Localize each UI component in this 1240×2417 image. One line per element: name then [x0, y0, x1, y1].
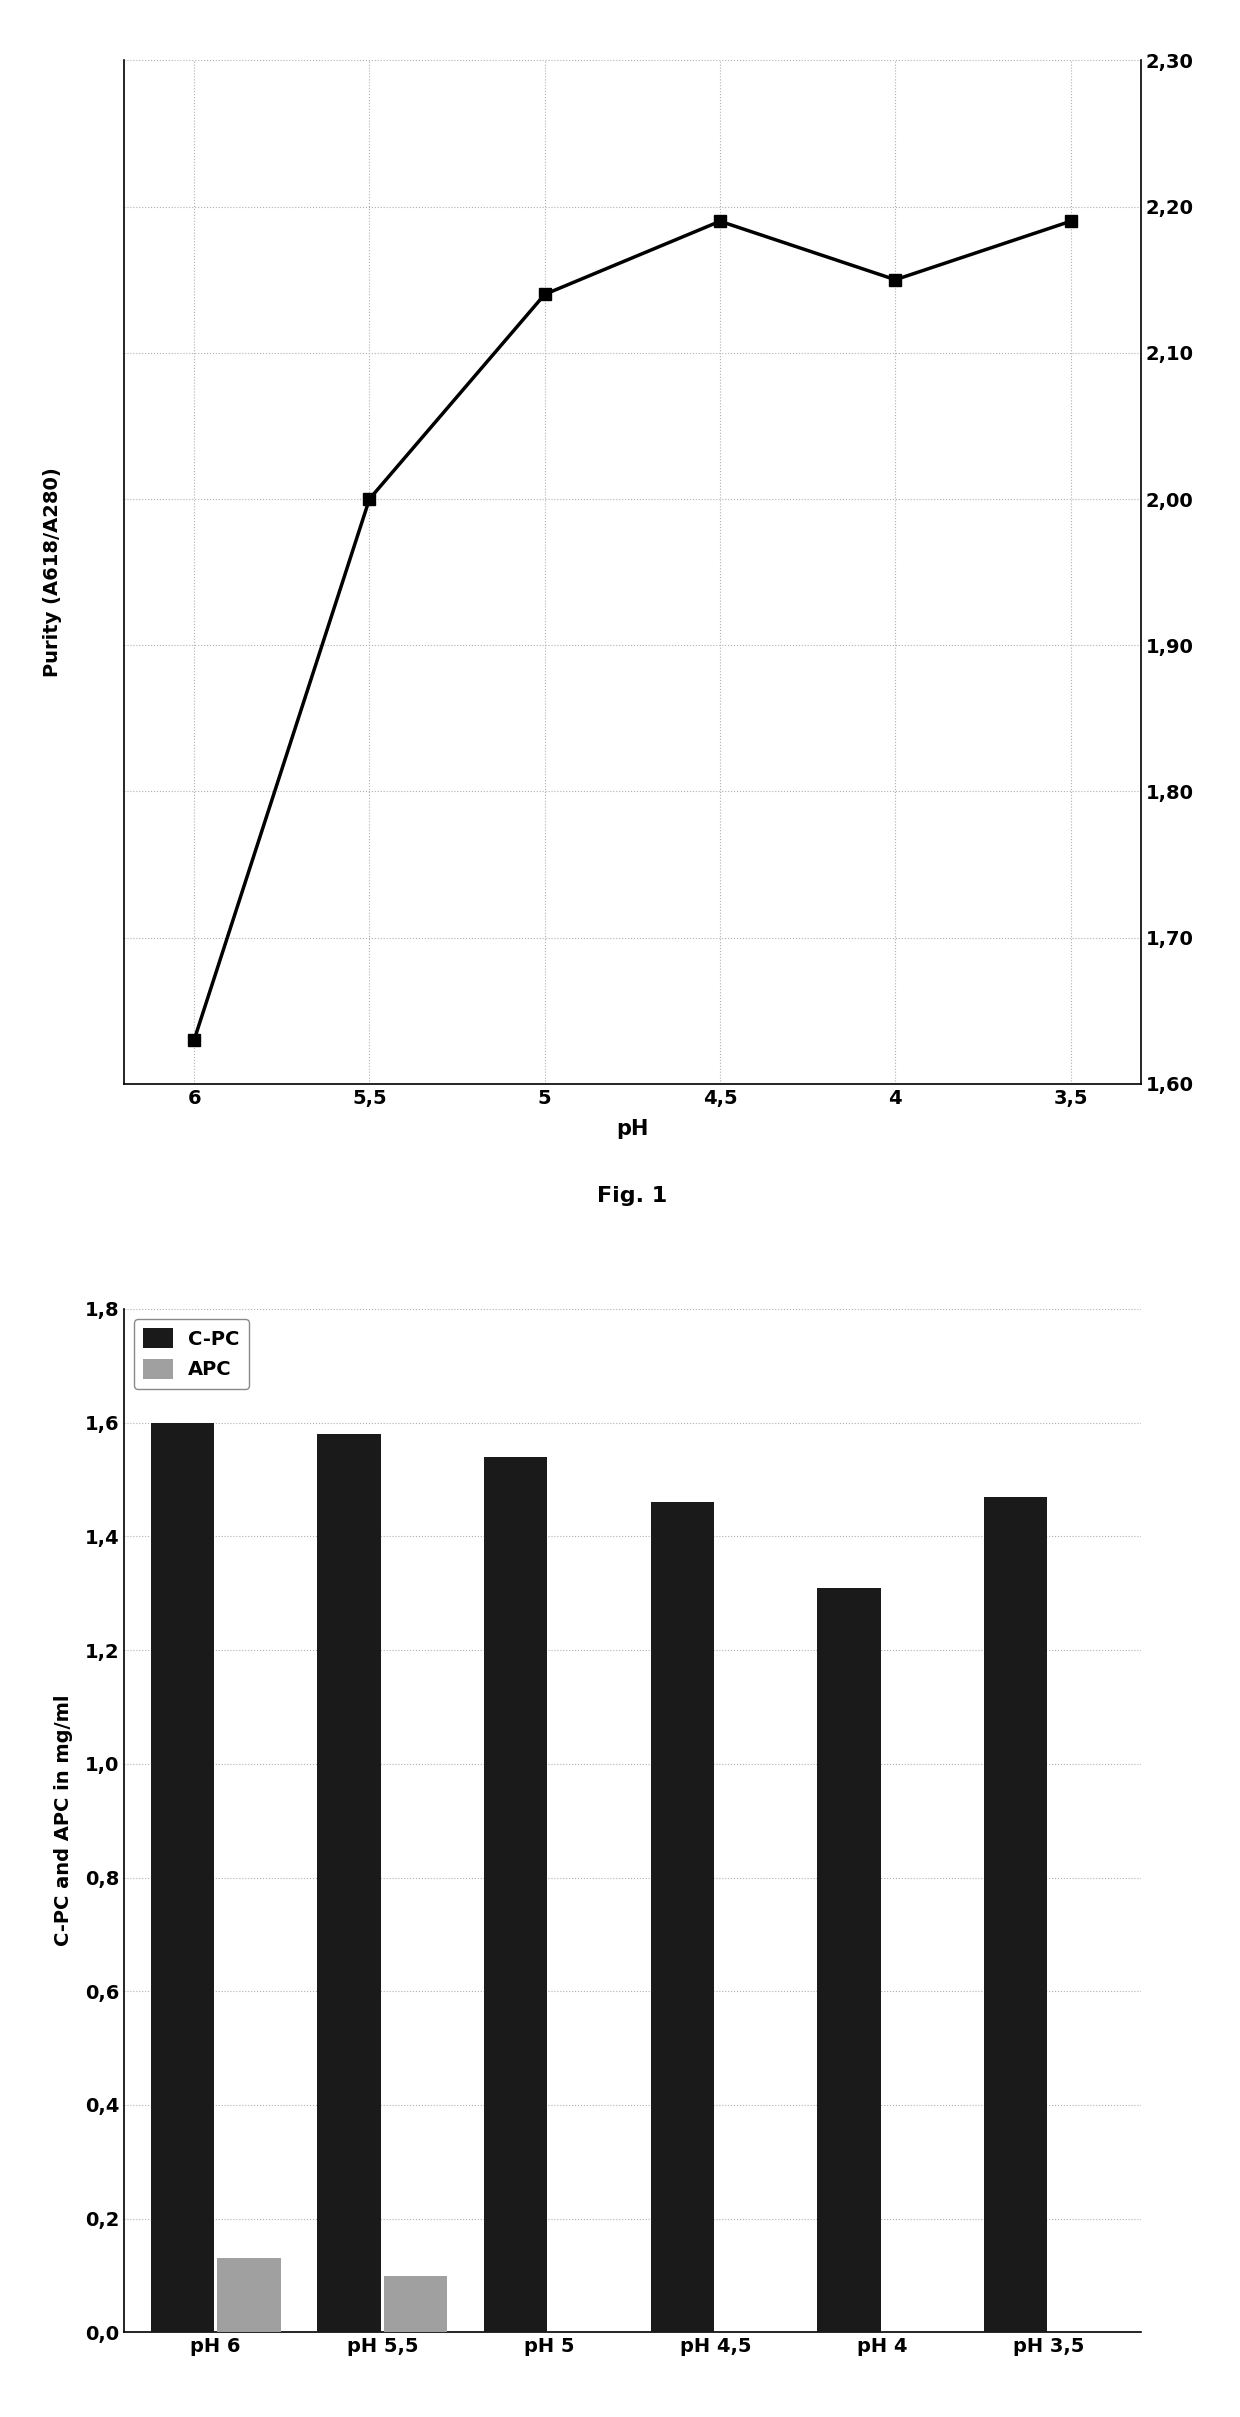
Legend: C-PC, APC: C-PC, APC — [134, 1320, 249, 1390]
Bar — [651, 1503, 714, 2332]
Bar — [985, 1496, 1048, 2332]
Bar — [817, 1588, 880, 2332]
Text: Purity (A618/A280): Purity (A618/A280) — [43, 466, 62, 677]
X-axis label: pH: pH — [616, 1119, 649, 1138]
Y-axis label: C-PC and APC in mg/ml: C-PC and APC in mg/ml — [55, 1694, 73, 1946]
Bar — [217, 2257, 280, 2332]
Bar — [384, 2274, 448, 2332]
Bar — [484, 1457, 547, 2332]
Text: Fig. 1: Fig. 1 — [598, 1187, 667, 1206]
Bar — [317, 1433, 381, 2332]
Bar — [151, 1424, 215, 2332]
